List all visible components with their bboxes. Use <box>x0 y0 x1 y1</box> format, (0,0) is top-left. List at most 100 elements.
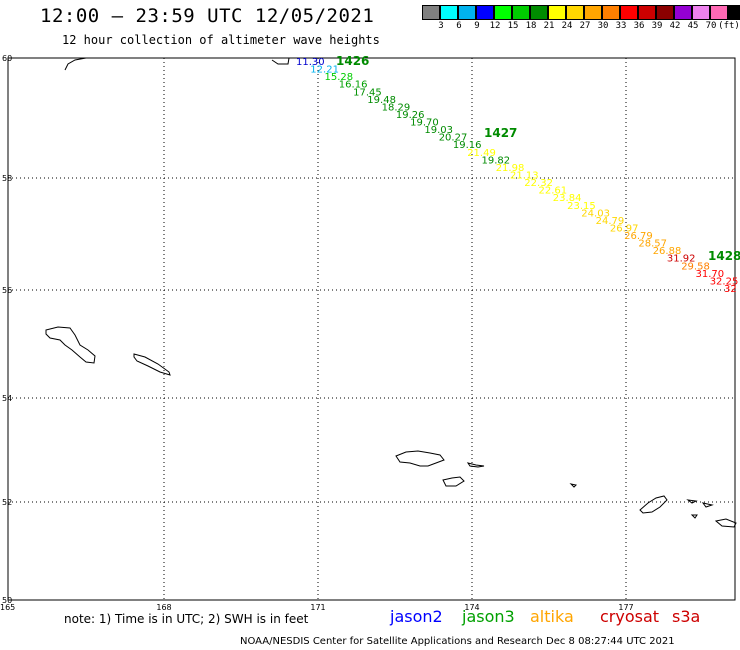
lat-label: 58 <box>2 174 12 183</box>
lat-label: 60 <box>2 54 12 63</box>
colorbar-label: 42 <box>669 21 681 31</box>
wave-height-label: 31.92 <box>667 254 696 265</box>
kiska-island <box>133 353 171 376</box>
wave-height-label: 26.79 <box>624 231 653 242</box>
colorbar-label: 45 <box>687 21 699 31</box>
colorbar-label: 12 <box>489 21 501 31</box>
colorbar-swatch <box>422 5 440 20</box>
wave-height-label: 19.03 <box>424 125 453 136</box>
colorbar-swatch <box>512 5 530 20</box>
wave-height-label: 16.16 <box>339 80 368 91</box>
map-title: 12:00 – 23:59 UTC 12/05/2021 <box>40 5 375 27</box>
colorbar-swatch <box>692 5 710 20</box>
pass-number-label: 1426 <box>336 54 369 68</box>
wave-height-label: 22.32 <box>524 178 553 189</box>
lat-label: 56 <box>2 286 12 295</box>
wave-height-label: 19.48 <box>367 95 396 106</box>
wave-height-label: 18.29 <box>382 102 411 113</box>
lat-label: 52 <box>2 498 12 507</box>
amlia-island <box>442 476 465 487</box>
attu-island <box>45 326 96 364</box>
colorbar-label: 30 <box>597 21 609 31</box>
lon-label: 168 <box>156 603 171 612</box>
wave-height-label: 24.03 <box>581 208 610 219</box>
wave-height-label: 11.30 <box>296 57 325 68</box>
colorbar-label: 24 <box>561 21 573 31</box>
wave-height-label: 26.97 <box>610 224 639 235</box>
unalaska-island <box>714 518 737 528</box>
lat-label: 50 <box>2 596 12 605</box>
wave-height-label: 28.57 <box>638 239 667 250</box>
wave-height-label: 19.82 <box>482 155 511 166</box>
colorbar-swatch <box>458 5 476 20</box>
satellite-name: s3a <box>672 607 701 626</box>
graticule <box>8 58 735 600</box>
colorbar-label: 70 <box>705 21 717 31</box>
colorbar-swatch <box>548 5 566 20</box>
colorbar-label: 39 <box>651 21 663 31</box>
lon-label: 177 <box>618 603 633 612</box>
satellite-name: altika <box>530 607 574 626</box>
map-frame <box>7 57 736 601</box>
colorbar-label: 21 <box>543 21 555 31</box>
colorbar-swatch <box>638 5 656 20</box>
colorbar-label: 9 <box>474 21 480 31</box>
atka-island <box>466 462 485 468</box>
footer-note: note: 1) Time is in UTC; 2) SWH is in fe… <box>64 612 309 626</box>
colorbar-label: 6 <box>456 21 462 31</box>
satellite-name: jason3 <box>462 607 515 626</box>
altimeter-track: 11.3012.2115.2816.1617.4519.4818.2919.26… <box>296 54 740 295</box>
alaska-coast-nw <box>64 57 87 71</box>
colorbar-swatch <box>710 5 728 20</box>
lon-label: 171 <box>310 603 325 612</box>
wave-height-label: 17.45 <box>353 87 382 98</box>
coastlines <box>45 57 737 528</box>
wave-height-label: 20.27 <box>439 133 468 144</box>
satellite-name: jason2 <box>390 607 443 626</box>
colorbar-label: 15 <box>507 21 519 31</box>
wave-height-label: 23.15 <box>567 201 596 212</box>
wave-height-label: 23.84 <box>553 193 582 204</box>
wave-height-label: 22.61 <box>539 186 568 197</box>
colorbar-swatch <box>620 5 638 20</box>
colorbar-label: 36 <box>633 21 645 31</box>
pass-number-label: 1427 <box>484 126 517 140</box>
wave-height-label: 31.70 <box>696 269 725 280</box>
colorbar-label: (ft) <box>718 21 740 31</box>
wave-height-label: 29.58 <box>681 261 710 272</box>
islet-d <box>690 514 698 519</box>
lon-label: 165 <box>0 603 15 612</box>
colorbar-swatch <box>584 5 602 20</box>
wave-height-label: 21.49 <box>467 148 496 159</box>
alaska-coast-fragment <box>271 57 290 65</box>
colorbar-legend <box>422 5 740 20</box>
pass-number-label: 1428 <box>708 249 740 263</box>
map-subtitle: 12 hour collection of altimeter wave hei… <box>62 33 380 47</box>
footer-credit: NOAA/NESDIS Center for Satellite Applica… <box>240 636 675 647</box>
colorbar-label: 3 <box>438 21 444 31</box>
lat-label: 54 <box>2 394 12 403</box>
colorbar-swatch <box>494 5 512 20</box>
wave-height-label: 21.98 <box>496 163 525 174</box>
islet-a <box>569 483 578 488</box>
colorbar-swatch <box>728 5 740 20</box>
wave-height-label: 26.88 <box>653 246 682 257</box>
wave-height-label: 32.25 <box>710 276 739 287</box>
colorbar-swatch <box>602 5 620 20</box>
wave-height-label: 32 <box>724 284 737 295</box>
umnak-island <box>639 495 668 514</box>
wave-height-label: 15.28 <box>325 72 354 83</box>
colorbar-swatch <box>530 5 548 20</box>
lon-label: 174 <box>464 603 479 612</box>
colorbar-label: 33 <box>615 21 627 31</box>
colorbar-label: 18 <box>525 21 537 31</box>
satellite-name: cryosat <box>600 607 660 626</box>
adak-island <box>395 450 445 467</box>
islet-c <box>701 502 714 508</box>
colorbar-swatch <box>566 5 584 20</box>
wave-height-label: 24.79 <box>596 216 625 227</box>
colorbar-label: 27 <box>579 21 591 31</box>
colorbar-swatch <box>476 5 494 20</box>
